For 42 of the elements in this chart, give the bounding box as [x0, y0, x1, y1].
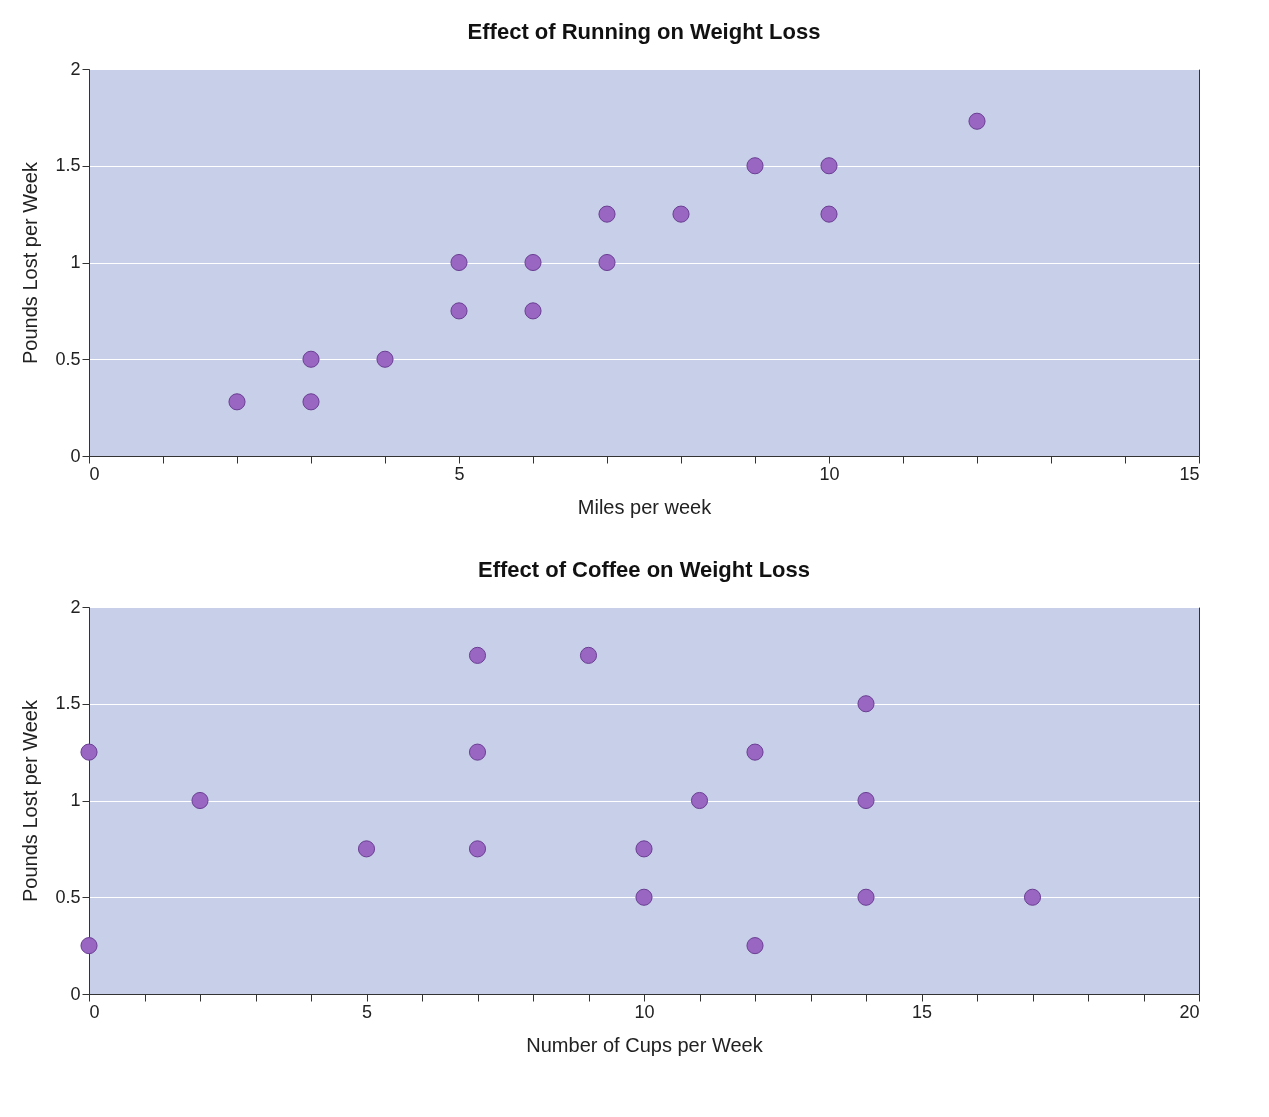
x-tick-label: 15 — [1179, 463, 1200, 484]
point — [857, 888, 875, 906]
y-axis-title: Pounds Lost per Week — [19, 161, 42, 364]
x-tick-label: 20 — [1179, 1001, 1200, 1022]
chart-title: Effect of Coffee on Weight Loss — [477, 557, 811, 582]
x-tick-label: 0 — [89, 463, 100, 484]
x-tick-label: 10 — [819, 463, 840, 484]
point — [1023, 888, 1042, 906]
x-tick-label: 15 — [911, 1001, 933, 1022]
x-tick-label: 5 — [361, 1001, 373, 1022]
x-tick-label: 0 — [89, 1001, 100, 1022]
point — [579, 646, 598, 664]
x-axis-title: Number of Cups per Week — [526, 1033, 764, 1056]
y-tick-label: 2 — [70, 596, 81, 617]
y-tick-label: 1 — [70, 790, 81, 810]
x-tick-label: 5 — [454, 463, 465, 484]
point — [690, 791, 709, 810]
point — [635, 840, 653, 858]
y-tick-label: 1.5 — [55, 155, 81, 176]
point — [746, 937, 764, 955]
y-tick-label: 1.5 — [55, 693, 81, 714]
x-tick-label: 10 — [634, 1001, 655, 1022]
y-tick-label: 0.5 — [55, 886, 81, 907]
point — [857, 695, 875, 713]
point — [191, 791, 209, 810]
chart-title: Effect of Running on Weight Loss — [467, 19, 821, 44]
x-axis-title: Miles per week — [577, 495, 713, 518]
point — [746, 743, 764, 761]
point — [468, 743, 487, 761]
y-axis-title: Pounds Lost per Week — [19, 699, 42, 902]
point — [635, 888, 653, 906]
y-tick-label: 0 — [70, 983, 81, 1004]
point — [468, 840, 487, 858]
point — [80, 743, 98, 761]
y-tick-label: 0 — [70, 445, 81, 466]
y-tick-label: 2 — [70, 58, 81, 79]
y-tick-label: 1 — [70, 252, 81, 272]
point — [80, 937, 98, 955]
point — [357, 840, 376, 858]
point — [468, 646, 487, 664]
point — [857, 791, 875, 810]
y-tick-label: 0.5 — [55, 348, 81, 369]
